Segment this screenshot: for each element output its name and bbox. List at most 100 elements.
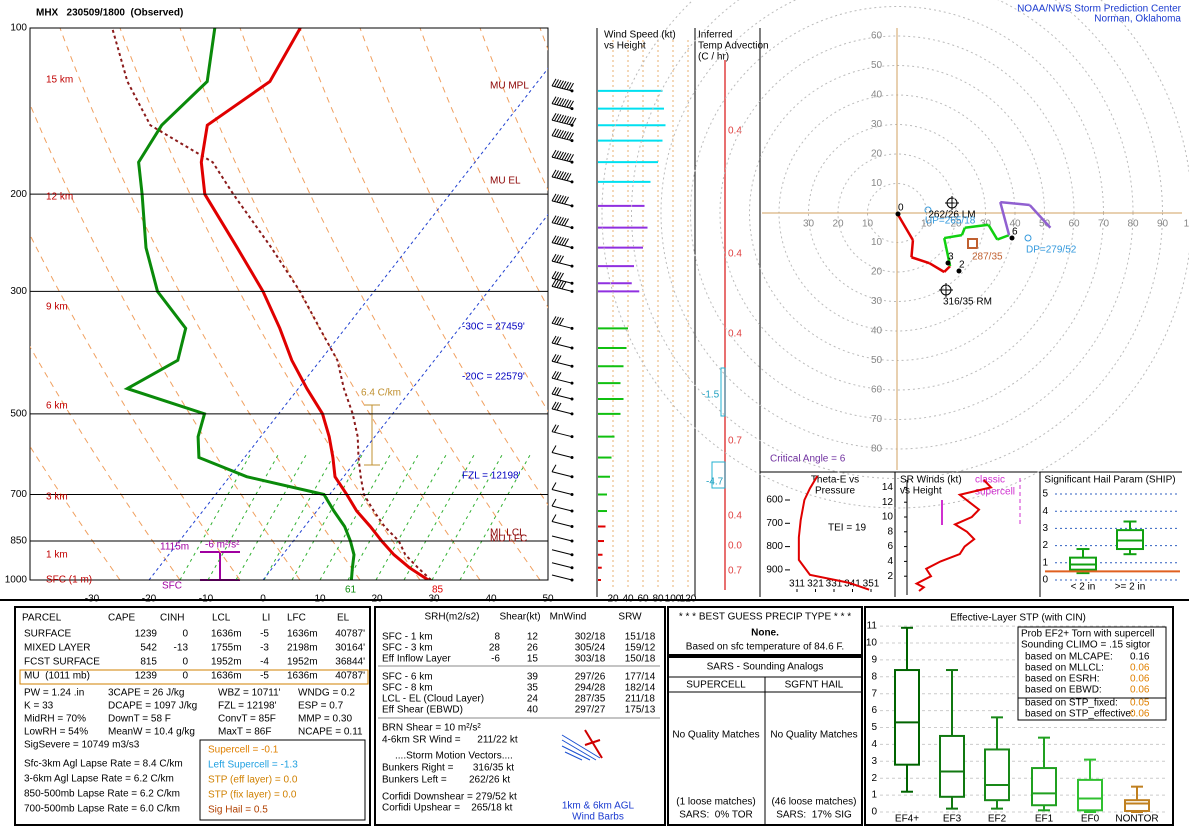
barb-tick [559,151,564,160]
moist-adiabat [375,454,447,580]
y-tick-label: 11 [867,621,878,632]
wind-barb [551,535,573,542]
y-tick-label: 800 [766,541,783,552]
barb-tick [569,100,574,109]
x-tick-label: EF2 [988,814,1007,825]
wind-barb [551,505,573,512]
table-cell: 24 [527,694,539,705]
x-tick-label: 90 [1157,219,1169,230]
table-cell: 542 [140,643,157,654]
hodo-ring [601,0,1189,509]
prob-label: based on ESRH: [1025,674,1100,685]
y-tick-label: 40 [871,326,883,337]
table-cell: 182/14 [625,683,656,694]
y-tick-label: 700 [766,518,783,529]
hodo-segment [987,224,999,241]
height-marker: 6 [1012,227,1018,238]
moist-adiabat [319,454,391,580]
index: 3CAPE = 26 J/kg [108,688,184,699]
table-cell: LCL - EL (Cloud Layer) [382,694,484,705]
storm-motion: Corfidi Downshear = 279/52 kt [382,792,517,803]
x-tick-label: 70 [1098,219,1110,230]
skewt-frame [29,27,549,581]
hodo-segment [999,201,1011,236]
caption: Wind Barbs [572,812,624,823]
barb-tick [559,171,564,179]
note: Based on sfc temperature of 84.6 F. [686,642,844,653]
composite: Supercell = -0.1 [208,745,279,756]
barb-tick [564,218,569,226]
x-tick-label: EF4+ [895,814,919,825]
index: SigSevere = 10749 m3/s3 [24,740,140,751]
table-cell: -5 [260,629,269,640]
hodo-segment [964,223,989,229]
barb-base [570,264,574,268]
barb-tick [564,196,569,205]
table-cell: 1636m [211,629,242,640]
barb-tick [559,237,564,245]
barb-tick [564,115,569,124]
barb-base [570,553,574,557]
table-cell: 1239 [135,671,158,682]
table-cell: 287/35 [575,694,606,705]
table-cell: 0 [182,629,188,640]
table-cell: 40 [527,705,539,716]
wind-barb [551,377,573,384]
barb-base [570,578,574,582]
hodo-markers [924,196,1032,297]
y-tick-label: 700 [10,489,27,500]
advection-label: 0.7 [728,566,742,577]
box [1077,778,1103,812]
x-tick-label: 50 [542,594,554,605]
barb-tick [569,154,574,162]
barb-tick [561,152,567,160]
box [1031,767,1057,807]
advection-label: 0.7 [728,436,742,447]
prob-value: 0.16 [1130,652,1150,663]
barb-tick [554,236,559,244]
table-cell: 26 [527,643,539,654]
barb-tick [566,173,572,181]
barb-tick [551,445,557,453]
note: No Quality Matches [770,730,857,741]
y-tick-label: 9 [871,655,877,666]
dry-adiabat [780,28,1080,580]
barb-tick [556,317,562,325]
height-dot [1009,235,1015,241]
wind-barb [551,549,573,556]
annotation: ML LCL [490,528,525,539]
barb-tick [551,253,557,262]
table-cell: SFC - 8 km [382,683,433,694]
prob-value: 0.06 [1130,674,1150,685]
table-header: LFC [287,613,306,624]
annotation: -30C = 27459' [462,322,525,333]
height-dot [895,211,901,217]
mean-wind: 287/35 [972,252,1003,263]
y-tick-label: 5 [871,722,877,733]
barb-tick [556,402,562,411]
barb-tick [561,98,567,107]
y-tick-label: 200 [10,189,27,200]
hodo-segment [1028,204,1052,229]
prob-label: based on STP_fixed: [1025,698,1118,709]
wind-barb [551,393,573,400]
barb-tick [551,96,557,104]
barb-tick [556,114,562,122]
barb-base [570,289,574,293]
storm-motion: 262/26 LM [928,210,975,221]
table-cell: SFC - 1 km [382,632,433,643]
x-tick-label: 60 [1068,219,1080,230]
wind-barb [551,322,573,329]
table-cell: SFC - 3 km [382,643,433,654]
y-tick-label: 40 [871,90,883,101]
barb-tick [559,280,564,289]
barb-tick [551,235,557,243]
barb-tick [551,464,557,472]
wind-barb [551,85,573,92]
table-cell: 2198m [287,643,318,654]
x-tick-label: 50 [1039,219,1051,230]
barb-tick [569,82,574,91]
barb-base [570,397,574,401]
table-header: EL [337,613,350,624]
